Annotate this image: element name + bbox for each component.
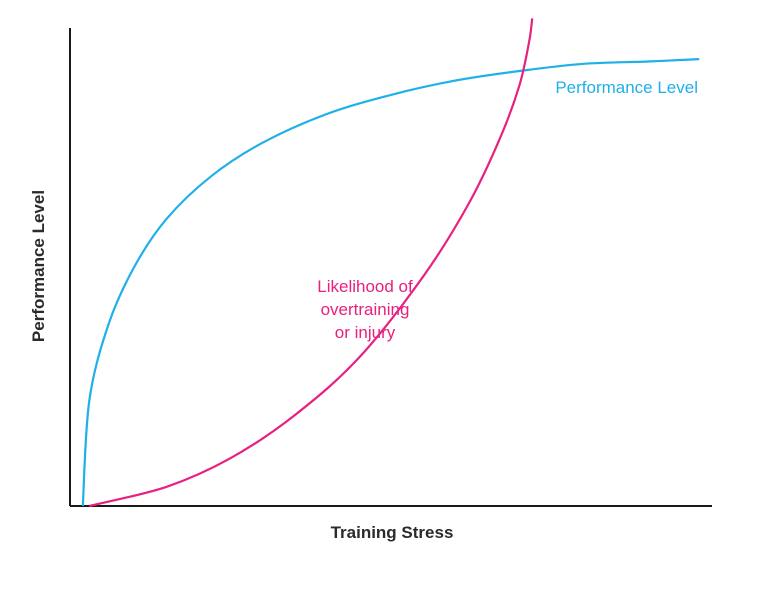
performance-level-label: Performance Level bbox=[555, 78, 698, 97]
performance-level-curve bbox=[81, 58, 700, 507]
overtraining-likelihood-curve bbox=[89, 18, 534, 508]
overtraining-label-line-2: overtraining bbox=[321, 300, 410, 319]
x-axis-title: Training Stress bbox=[331, 523, 454, 542]
overtraining-label-line-1: Likelihood of bbox=[317, 277, 413, 296]
overtraining-label-line-3: or injury bbox=[335, 323, 396, 342]
y-axis-title: Performance Level bbox=[29, 190, 48, 342]
